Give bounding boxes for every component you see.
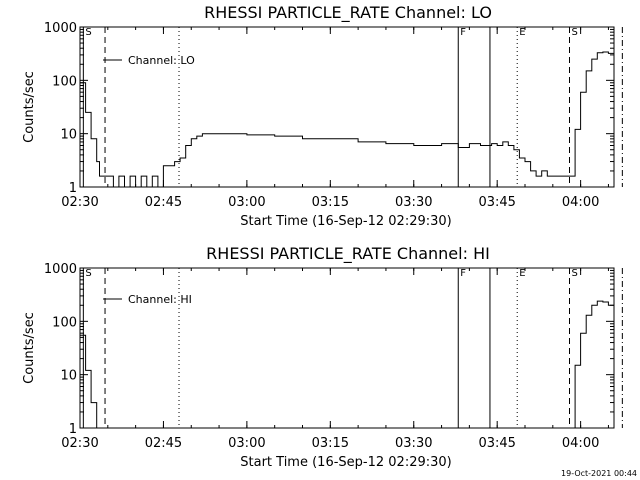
series-line: [80, 51, 615, 188]
y-axis-label: Counts/sec: [22, 71, 37, 143]
x-tick-label: 04:00: [562, 436, 599, 451]
y-tick-label: 1000: [44, 21, 77, 36]
chart-title: RHESSI PARTICLE_RATE Channel: LO: [204, 3, 492, 23]
chart-title: RHESSI PARTICLE_RATE Channel: HI: [206, 244, 490, 264]
x-tick-label: 02:30: [61, 195, 98, 210]
plot-frame: [79, 267, 615, 429]
plot-frame: [79, 26, 615, 188]
x-tick-label: 03:00: [228, 195, 265, 210]
y-ticks: 1 10 100 1000: [44, 21, 614, 196]
x-tick-label: 02:30: [61, 436, 98, 451]
x-tick-label: 03:45: [478, 195, 515, 210]
legend: Channel: LO: [103, 54, 195, 67]
x-axis-label: Start Time (16-Sep-12 02:29:30): [240, 455, 451, 470]
x-ticks: 02:30 02:45 03:00 03:15 03:30 03:45 04:00: [61, 268, 609, 451]
y-tick-label: 1: [69, 422, 77, 437]
y-axis-label: Counts/sec: [22, 312, 37, 384]
y-tick-label: 10: [60, 128, 77, 143]
event-marker-label: S: [572, 27, 578, 38]
x-axis-label: Start Time (16-Sep-12 02:29:30): [240, 214, 451, 229]
x-tick-label: 03:30: [395, 195, 432, 210]
event-marker-label: F: [460, 27, 466, 38]
x-tick-label: 03:00: [228, 436, 265, 451]
x-ticks: 02:30 02:45 03:00 03:15 03:30 03:45 04:00: [61, 27, 609, 210]
event-marker-label: F: [460, 268, 466, 279]
panel-hi: RHESSI PARTICLE_RATE Channel: HI Counts/…: [22, 244, 623, 470]
y-tick-label: 1: [69, 181, 77, 196]
series-line: [80, 300, 615, 429]
event-marker-label: S: [85, 268, 91, 279]
x-tick-label: 02:45: [145, 436, 182, 451]
x-tick-label: 04:00: [562, 195, 599, 210]
event-marker-label: S: [85, 27, 91, 38]
x-tick-label: 03:15: [312, 436, 349, 451]
event-marker-label: E: [519, 268, 525, 279]
x-tick-label: 03:15: [312, 195, 349, 210]
legend-label: Channel: LO: [128, 54, 195, 67]
footer-timestamp: 19-Oct-2021 00:44: [561, 469, 637, 478]
legend: Channel: HI: [103, 293, 192, 306]
x-tick-label: 03:45: [478, 436, 515, 451]
y-tick-label: 100: [52, 315, 77, 330]
event-marker-label: S: [572, 268, 578, 279]
legend-label: Channel: HI: [128, 293, 192, 306]
y-ticks: 1 10 100 1000: [44, 262, 614, 437]
y-tick-label: 100: [52, 74, 77, 89]
panel-lo: RHESSI PARTICLE_RATE Channel: LO Counts/…: [22, 3, 623, 229]
y-tick-label: 10: [60, 369, 77, 384]
event-marker-label: E: [519, 27, 525, 38]
y-tick-label: 1000: [44, 262, 77, 277]
x-tick-label: 02:45: [145, 195, 182, 210]
x-tick-label: 03:30: [395, 436, 432, 451]
